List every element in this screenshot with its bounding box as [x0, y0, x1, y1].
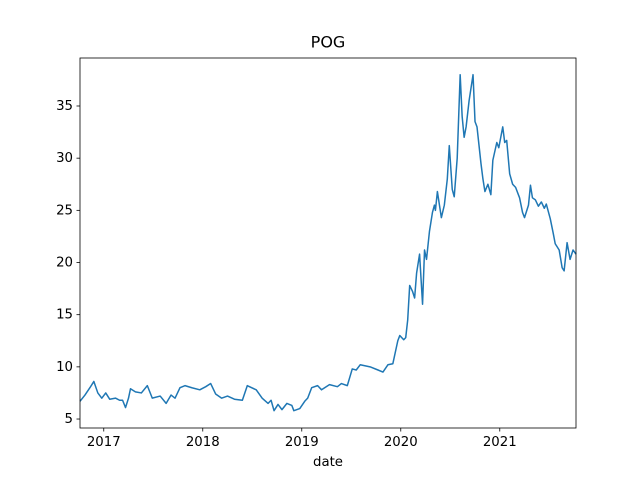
y-tick-label: 30 — [56, 151, 73, 166]
x-axis-label: date — [313, 455, 343, 470]
y-tick-label: 25 — [56, 203, 73, 218]
x-tick-label: 2021 — [483, 435, 517, 450]
x-tick-label: 2017 — [87, 435, 121, 450]
y-tick-label: 35 — [56, 99, 73, 114]
y-tick-label: 20 — [56, 256, 73, 271]
chart-title: POG — [311, 33, 346, 52]
y-tick-label: 10 — [56, 360, 73, 375]
x-tick-label: 2020 — [384, 435, 418, 450]
x-tick-label: 2018 — [186, 435, 220, 450]
x-tick-label: 2019 — [285, 435, 319, 450]
data-line — [79, 73, 577, 412]
y-tick-label: 15 — [56, 308, 73, 323]
y-tick-label: 5 — [65, 412, 73, 427]
axes-frame — [79, 57, 577, 429]
